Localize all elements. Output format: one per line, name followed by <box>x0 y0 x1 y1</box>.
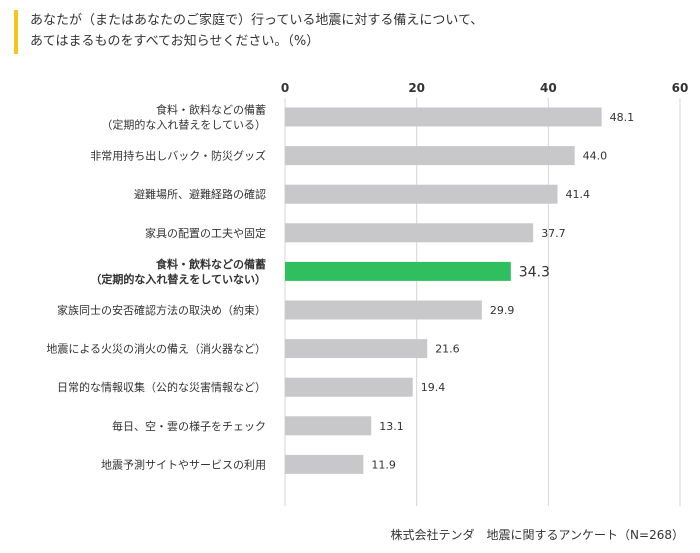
data-label: 29.9 <box>490 304 515 317</box>
category-label: 家族同士の安否確認方法の取決め（約束） <box>57 303 266 317</box>
category-label: 地震予測サイトやサービスの利用 <box>101 457 266 471</box>
data-label: 13.1 <box>379 420 404 433</box>
data-label: 21.6 <box>435 343 460 356</box>
category-label: （定期的な入れ替えをしている） <box>101 118 266 132</box>
data-label: 44.0 <box>583 150 608 163</box>
bar <box>285 377 413 397</box>
data-label: 41.4 <box>566 188 591 201</box>
question-line-2: あてはまるものをすべてお知らせください。（%） <box>30 34 320 49</box>
question-accent-bar <box>14 10 18 54</box>
category-label: 家具の配置の工夫や固定 <box>145 226 266 240</box>
bar <box>285 261 511 281</box>
source-note: 株式会社テンダ 地震に関するアンケート（N=268） <box>390 528 684 542</box>
category-label: 非常用持ち出しバック・防災グッズ <box>90 149 266 163</box>
question-line-1: あなたが（またはあなたのご家庭で）行っている地震に対する備えについて、 <box>30 13 484 28</box>
data-label: 37.7 <box>541 227 566 240</box>
category-label: （定期的な入れ替えをしていない） <box>90 272 266 286</box>
bar <box>285 300 482 320</box>
category-label: 毎日、空・雲の様子をチェック <box>112 419 266 433</box>
x-tick-label: 40 <box>540 81 557 95</box>
x-tick-label: 20 <box>408 81 425 95</box>
bar <box>285 454 364 474</box>
bar <box>285 223 534 243</box>
bar <box>285 416 372 436</box>
bar <box>285 184 558 204</box>
bar <box>285 146 575 166</box>
data-label: 48.1 <box>610 111 635 124</box>
bar <box>285 107 602 127</box>
bar <box>285 339 428 359</box>
data-label: 34.3 <box>519 264 550 280</box>
category-label: 避難場所、避難経路の確認 <box>134 187 266 201</box>
category-label: 地震による火災の消火の備え（消火器など） <box>46 342 266 356</box>
category-label: 食料・飲料などの備蓄 <box>156 103 266 117</box>
data-label: 19.4 <box>421 381 446 394</box>
category-label: 日常的な情報収集（公的な災害情報など） <box>57 380 266 394</box>
x-tick-label: 60 <box>672 81 689 95</box>
data-label: 11.9 <box>371 458 396 471</box>
category-label: 食料・飲料などの備蓄 <box>156 257 266 271</box>
x-tick-label: 0 <box>281 81 289 95</box>
question-text: あなたが（またはあなたのご家庭で）行っている地震に対する備えについて、 あてはま… <box>30 10 483 52</box>
